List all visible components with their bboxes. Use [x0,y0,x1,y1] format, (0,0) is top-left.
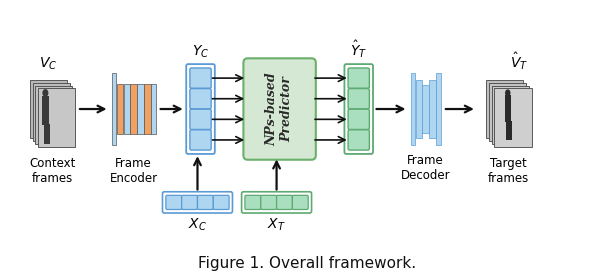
FancyBboxPatch shape [38,88,75,147]
FancyBboxPatch shape [130,84,137,134]
FancyBboxPatch shape [243,58,316,160]
FancyBboxPatch shape [348,109,370,129]
FancyBboxPatch shape [245,195,261,209]
Text: $\hat{V}_T$: $\hat{V}_T$ [510,51,528,72]
Text: Figure 1. Overall framework.: Figure 1. Overall framework. [198,256,416,271]
Text: $X_C$: $X_C$ [188,216,207,233]
Text: NPs-based
Predictor: NPs-based Predictor [266,72,293,146]
FancyBboxPatch shape [411,73,415,145]
FancyBboxPatch shape [429,80,436,138]
FancyBboxPatch shape [36,86,72,144]
FancyBboxPatch shape [166,195,182,209]
FancyBboxPatch shape [276,195,292,209]
Text: $X_T$: $X_T$ [267,216,286,233]
FancyBboxPatch shape [112,73,116,145]
FancyBboxPatch shape [348,130,370,150]
FancyBboxPatch shape [261,195,276,209]
Text: Frame
Decoder: Frame Decoder [401,154,451,182]
FancyBboxPatch shape [213,195,229,209]
Text: Target
frames: Target frames [488,157,529,185]
FancyBboxPatch shape [123,84,130,134]
Text: $Y_C$: $Y_C$ [192,43,209,60]
FancyBboxPatch shape [486,80,523,138]
Bar [42,96,49,125]
FancyBboxPatch shape [292,195,308,209]
FancyBboxPatch shape [33,83,70,141]
FancyBboxPatch shape [190,130,211,150]
FancyBboxPatch shape [494,88,532,147]
Bar [509,121,511,140]
FancyBboxPatch shape [30,80,67,138]
FancyBboxPatch shape [416,80,422,138]
FancyBboxPatch shape [492,86,529,144]
FancyBboxPatch shape [348,68,370,88]
FancyBboxPatch shape [138,84,144,134]
Bar [506,121,509,140]
FancyBboxPatch shape [422,84,429,134]
Text: Context
frames: Context frames [29,157,76,185]
Ellipse shape [42,89,49,97]
FancyBboxPatch shape [190,89,211,109]
Bar [44,124,47,144]
Text: $V_C$: $V_C$ [39,56,58,72]
Bar [505,95,511,122]
FancyBboxPatch shape [436,73,441,145]
FancyBboxPatch shape [198,195,213,209]
FancyBboxPatch shape [144,84,150,134]
FancyBboxPatch shape [489,83,526,141]
Text: $\hat{Y}_T$: $\hat{Y}_T$ [350,38,367,60]
FancyBboxPatch shape [182,195,198,209]
FancyBboxPatch shape [117,84,123,134]
FancyBboxPatch shape [190,68,211,88]
FancyBboxPatch shape [190,109,211,129]
Ellipse shape [505,89,510,97]
Bar [47,124,50,144]
Text: Frame
Encoder: Frame Encoder [109,157,158,185]
FancyBboxPatch shape [348,89,370,109]
FancyBboxPatch shape [151,84,155,134]
